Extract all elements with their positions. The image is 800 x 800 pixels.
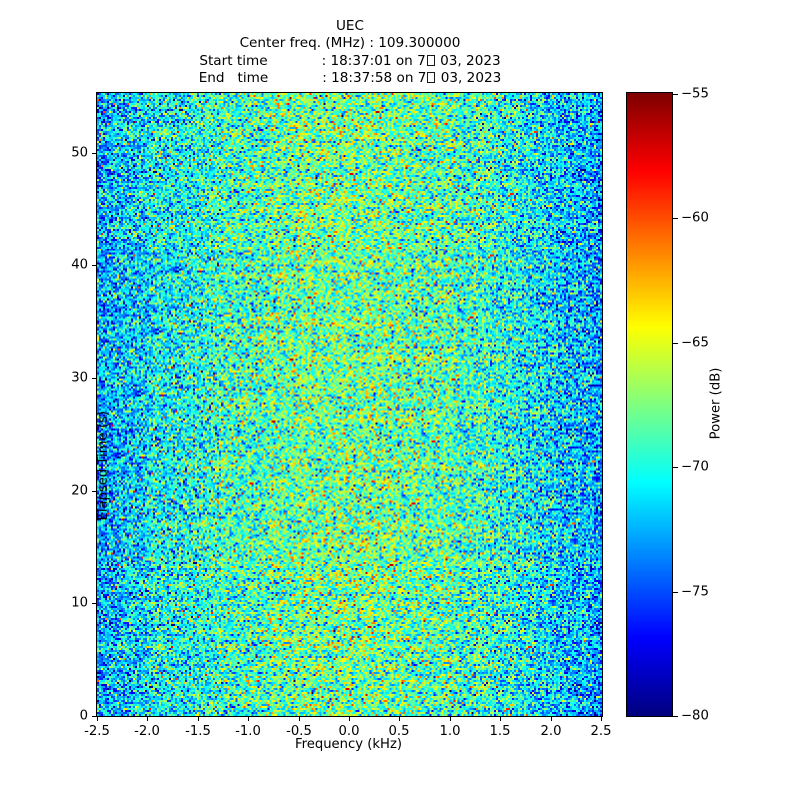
- x-tick-label: -0.5: [286, 724, 312, 739]
- x-tick-label: 0.0: [338, 724, 360, 739]
- title-start-time-value-post: 03, 2023: [435, 52, 501, 69]
- y-tick-label: 0: [79, 708, 88, 724]
- colorbar-tick-mark: [673, 343, 678, 344]
- y-tick-mark: [92, 716, 96, 717]
- colorbar-label: Power (dB): [708, 367, 724, 440]
- y-tick-label: 20: [71, 483, 88, 499]
- x-tick-label: 1.5: [489, 724, 511, 739]
- colorbar[interactable]: [626, 92, 673, 717]
- title-start-time-value-pre: : 18:37:01 on 7: [321, 52, 426, 69]
- title-end-time-value-post: 03, 2023: [436, 70, 502, 87]
- colorbar-gradient: [627, 93, 672, 716]
- x-tick-label: 1.0: [439, 724, 461, 739]
- title-center-freq: Center freq. (MHz) : 109.300000: [239, 35, 461, 52]
- x-tick-mark: [198, 717, 199, 721]
- x-tick-mark: [349, 717, 350, 721]
- title-station: UEC: [335, 18, 365, 34]
- x-tick-mark: [601, 717, 602, 721]
- x-tick-mark: [97, 717, 98, 721]
- colorbar-tick-mark: [673, 716, 678, 717]
- x-tick-mark: [299, 717, 300, 721]
- x-tick-label: 2.0: [540, 724, 562, 739]
- colorbar-tick-label: −60: [681, 210, 709, 226]
- x-tick-label: -2.0: [134, 724, 160, 739]
- y-tick-label: 50: [71, 145, 88, 161]
- figure-title-block: UEC Center freq. (MHz) : 109.300000 Star…: [0, 18, 700, 88]
- x-tick-mark: [551, 717, 552, 721]
- y-tick-mark: [92, 491, 96, 492]
- x-tick-mark: [248, 717, 249, 721]
- y-axis-label: Elapsed Time (s): [95, 411, 111, 521]
- title-end-time-value-pre: : 18:37:58 on 7: [322, 70, 427, 87]
- title-end-time-label: End time: [198, 70, 269, 87]
- y-tick-mark: [92, 265, 96, 266]
- missing-glyph-box: [427, 72, 436, 84]
- colorbar-tick-label: −80: [681, 708, 709, 724]
- y-tick-mark: [92, 603, 96, 604]
- x-tick-mark: [450, 717, 451, 721]
- colorbar-tick-mark: [673, 218, 678, 219]
- x-tick-label: -1.5: [185, 724, 211, 739]
- colorbar-tick-label: −65: [681, 335, 709, 351]
- colorbar-tick-mark: [673, 467, 678, 468]
- x-tick-mark: [500, 717, 501, 721]
- colorbar-tick-label: −70: [681, 459, 709, 475]
- spectrogram-image: [97, 93, 602, 716]
- title-start-time: Start time : 18:37:01 on 7 03, 2023: [0, 53, 700, 70]
- spectrogram-plot-area[interactable]: [96, 92, 603, 717]
- colorbar-tick-mark: [673, 592, 678, 593]
- x-tick-mark: [147, 717, 148, 721]
- y-tick-mark: [92, 378, 96, 379]
- missing-glyph-box: [426, 54, 435, 66]
- colorbar-tick-mark: [673, 94, 678, 95]
- x-tick-label: 2.5: [590, 724, 612, 739]
- x-axis-label: Frequency (kHz): [294, 737, 403, 752]
- x-tick-label: 0.5: [388, 724, 410, 739]
- x-tick-label: -1.0: [235, 724, 261, 739]
- title-end-time: End time : 18:37:58 on 7 03, 2023: [0, 70, 700, 87]
- x-tick-mark: [399, 717, 400, 721]
- x-tick-label: -2.5: [84, 724, 110, 739]
- title-start-time-label: Start time: [199, 52, 268, 69]
- y-tick-mark: [92, 153, 96, 154]
- colorbar-tick-label: −55: [681, 86, 709, 102]
- y-tick-label: 10: [71, 595, 88, 611]
- y-tick-label: 40: [71, 257, 88, 273]
- colorbar-tick-label: −75: [681, 584, 709, 600]
- y-tick-label: 30: [71, 370, 88, 386]
